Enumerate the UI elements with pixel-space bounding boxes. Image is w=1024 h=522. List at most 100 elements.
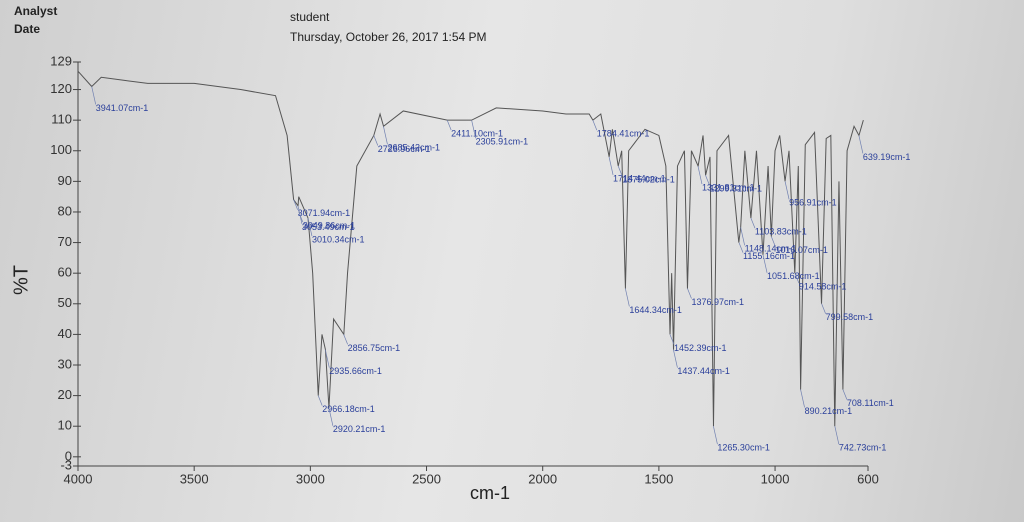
user: student — [290, 10, 330, 24]
peak-label: 3941.07cm-1 — [96, 103, 149, 113]
timestamp: Thursday, October 26, 2017 1:54 PM — [290, 30, 487, 44]
y-tick-label: 70 — [58, 234, 72, 249]
peak-leader — [317, 395, 323, 406]
y-tick-label: 100 — [50, 142, 72, 157]
peak-leader — [328, 407, 334, 426]
peak-leader — [673, 349, 678, 368]
peak-leader — [383, 126, 388, 145]
x-tick-label: 600 — [857, 471, 879, 486]
peak-leader — [762, 254, 768, 273]
peak-label: 1051.68cm-1 — [767, 271, 820, 281]
peak-leader — [617, 165, 623, 177]
peak-label: 1437.44cm-1 — [677, 366, 730, 376]
peak-label: 1265.30cm-1 — [717, 443, 770, 453]
peak-leader — [307, 218, 313, 237]
peak-label: 799.58cm-1 — [826, 312, 874, 322]
peak-leader — [592, 120, 598, 131]
x-tick-label: 1500 — [644, 471, 673, 486]
peak-leader — [687, 288, 692, 299]
peak-label: 1675.02cm-1 — [622, 174, 675, 184]
peak-leader — [298, 211, 304, 223]
x-tick-label: 1000 — [761, 471, 790, 486]
x-tick-label: 2500 — [412, 471, 441, 486]
peak-leader — [770, 236, 776, 247]
peak-leader — [625, 288, 630, 307]
peak-leader — [697, 165, 703, 185]
spectrum-line — [77, 70, 864, 427]
y-tick-label: 50 — [58, 295, 72, 310]
peak-label: 2411.10cm-1 — [451, 129, 503, 139]
peak-label: 1016.07cm-1 — [775, 245, 828, 255]
peak-leader — [794, 273, 800, 284]
peak-label: 1452.39cm-1 — [674, 343, 727, 353]
y-tick-label: 30 — [58, 356, 72, 371]
y-tick-label: -3 — [60, 457, 72, 472]
peak-label: 914.58cm-1 — [799, 282, 847, 292]
peak-label: 956.91cm-1 — [789, 198, 837, 208]
peak-leader — [713, 426, 718, 445]
peak-label: 1784.41cm-1 — [597, 129, 650, 139]
x-tick-label: 3500 — [180, 471, 209, 486]
peak-leader — [750, 217, 756, 229]
peak-leader — [669, 334, 675, 345]
x-axis-label: cm-1 — [470, 483, 510, 503]
x-tick-label: 4000 — [64, 471, 93, 486]
peak-label: 1644.34cm-1 — [629, 305, 682, 315]
y-tick-label: 110 — [51, 112, 72, 127]
peak-label: 3010.34cm-1 — [312, 234, 365, 244]
peak-leader — [821, 303, 826, 314]
peak-label: 1155.16cm-1 — [743, 251, 795, 261]
peak-label: 2856.75cm-1 — [348, 343, 401, 353]
peak-leader — [446, 120, 452, 131]
y-tick-label: 10 — [58, 418, 72, 433]
peak-leader — [738, 242, 744, 253]
peak-label: 1376.97cm-1 — [691, 297, 744, 307]
peak-label: 3071.94cm-1 — [298, 208, 351, 218]
peak-label: 890.21cm-1 — [805, 406, 853, 416]
peak-leader — [471, 120, 476, 139]
y-tick-label: 60 — [58, 265, 72, 280]
peak-leader — [705, 175, 710, 186]
date-label: Date — [14, 22, 40, 36]
peak-leader — [800, 389, 805, 408]
peak-label: 3049.86cm-1 — [303, 220, 356, 230]
peak-leader — [608, 156, 614, 175]
peak-leader — [293, 199, 298, 210]
peak-leader — [740, 227, 745, 246]
peak-leader — [842, 389, 848, 400]
peak-label: 1714.44cm-1 — [613, 173, 666, 183]
peak-label: 639.19cm-1 — [863, 152, 911, 162]
peak-label: 2935.66cm-1 — [329, 366, 382, 376]
peak-leader — [343, 334, 348, 345]
peak-label: 2966.18cm-1 — [322, 404, 375, 414]
y-tick-label: 80 — [58, 203, 72, 218]
peak-label: 1103.83cm-1 — [755, 226, 807, 236]
peak-label: 708.11cm-1 — [847, 398, 894, 408]
peak-leader — [324, 349, 330, 368]
x-tick-label: 3000 — [296, 471, 325, 486]
peak-leader — [91, 86, 97, 105]
peak-label: 1331.81cm-1 — [702, 182, 755, 192]
y-tick-label: 129 — [50, 53, 72, 68]
y-tick-label: 90 — [58, 173, 72, 188]
peak-leader — [834, 426, 840, 445]
peak-label: 2685.42cm-1 — [387, 143, 440, 153]
peak-label: 3053.49cm-1 — [302, 222, 355, 232]
y-axis-label: %T — [10, 265, 32, 295]
y-tick-label: 20 — [58, 387, 72, 402]
peak-label: 2305.91cm-1 — [476, 137, 529, 147]
peak-label: 2726.96cm-1 — [378, 144, 431, 154]
analyst-label: Analyst — [14, 4, 57, 18]
peak-label: 1148.14cm-1 — [745, 244, 797, 254]
y-tick-label: 40 — [58, 326, 72, 341]
y-tick-label: 120 — [50, 81, 72, 96]
peak-leader — [373, 135, 379, 146]
peak-leader — [858, 135, 864, 154]
peak-label: 742.73cm-1 — [839, 443, 887, 453]
x-tick-label: 2000 — [528, 471, 557, 486]
peak-leader — [784, 181, 790, 200]
peak-label: 1299.31cm-1 — [710, 184, 763, 194]
peak-label: 2920.21cm-1 — [333, 424, 386, 434]
y-tick-label: 0 — [65, 448, 72, 463]
